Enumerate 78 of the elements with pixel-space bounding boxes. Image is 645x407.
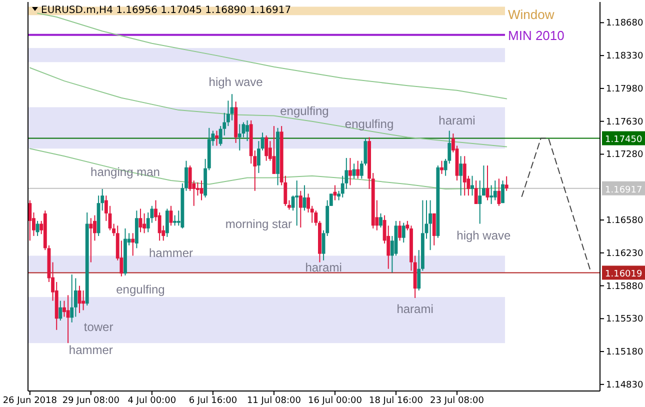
y-tick-label: 1.15880 <box>606 282 644 292</box>
x-tick-label: 29 Jun 08:00 <box>62 396 120 406</box>
annotation: hanging man <box>90 164 160 179</box>
annotation: hammer <box>68 343 113 358</box>
candlestick <box>89 218 93 263</box>
y-tick-label: 1.14830 <box>606 380 644 390</box>
candlestick <box>298 190 302 228</box>
annotation: high wave <box>208 75 264 90</box>
candlestick <box>238 124 242 151</box>
candlestick <box>165 208 169 238</box>
candlestick <box>215 130 218 146</box>
candlestick <box>173 214 177 226</box>
annotation: engulfing <box>280 104 329 118</box>
x-tick-label: 16 Jul 00:00 <box>308 396 362 406</box>
y-tick-label: 1.18330 <box>606 52 644 62</box>
y-tick-label: 1.17980 <box>606 84 644 94</box>
candlestick <box>440 160 444 174</box>
ref-line-label: 1.16019 <box>605 270 642 280</box>
annotation: high wave <box>456 228 512 243</box>
x-tick-label: 6 Jul 16:00 <box>188 396 238 406</box>
candlestick <box>398 220 402 242</box>
candlestick <box>264 134 268 162</box>
candlestick <box>158 212 162 242</box>
x-tick-label: 26 Jun 2018 <box>2 396 58 406</box>
candlestick <box>295 180 299 226</box>
candlestick <box>142 212 146 234</box>
y-tick-label: 1.18680 <box>606 18 644 29</box>
y-tick-label: 1.17280 <box>606 150 644 160</box>
x-tick-label: 11 Jul 08:00 <box>246 396 302 406</box>
candlestick <box>82 290 86 311</box>
candlestick <box>356 160 360 180</box>
line-series <box>37 12 508 100</box>
chart-title: EURUSD.m,H4 1.16956 1.17045 1.16890 1.16917 <box>41 5 292 16</box>
y-tick-label: 1.15180 <box>606 348 644 358</box>
candlestick <box>70 274 74 323</box>
candlestick <box>272 126 276 174</box>
annotation: harami <box>305 260 342 274</box>
annotation: engulfing <box>344 117 394 132</box>
annotation: harami <box>396 302 434 316</box>
candlestick <box>459 156 463 196</box>
candlestick <box>470 175 474 196</box>
candlestick <box>230 94 234 121</box>
y-tick-label: 1.16580 <box>606 216 644 226</box>
y-tick-label: 1.17630 <box>606 117 644 128</box>
y-tick-label: 1.15530 <box>606 314 644 325</box>
candlestick <box>58 300 62 322</box>
line-series <box>29 67 508 148</box>
x-tick-label: 4 Jul 00:00 <box>128 396 176 406</box>
candlestick <box>352 163 356 180</box>
candlestick <box>66 294 70 344</box>
annotation: harami <box>438 114 476 128</box>
ref-line-label: MIN 2010 <box>508 28 564 43</box>
candlestick <box>246 120 249 142</box>
line-series <box>29 148 508 190</box>
ref-line-label: 1.16917 <box>605 185 642 196</box>
candlestick <box>474 180 478 205</box>
candlestick <box>379 212 382 228</box>
annotation: engulfing <box>116 282 165 296</box>
candlestick <box>428 200 432 251</box>
candlestick <box>131 232 135 256</box>
candlestick <box>402 222 406 244</box>
candlestick <box>493 180 497 201</box>
candlestick <box>501 180 504 204</box>
annotation: morning star <box>225 217 292 231</box>
x-tick-label: 18 Jul 16:00 <box>368 396 424 406</box>
candlestick <box>432 212 436 246</box>
x-tick-label: 23 Jul 08:00 <box>430 396 484 406</box>
candlestick <box>490 184 494 205</box>
y-tick-label: 1.16230 <box>606 248 644 259</box>
annotation: tower <box>84 320 114 334</box>
candlestick <box>478 180 482 224</box>
band-label: Window <box>508 6 555 22</box>
candlestick <box>462 156 466 196</box>
candlestick <box>504 176 508 192</box>
candlestick <box>348 157 352 186</box>
ref-line-label: 1.17450 <box>605 135 642 146</box>
annotation: hammer <box>148 246 194 260</box>
candlestick <box>497 178 501 206</box>
